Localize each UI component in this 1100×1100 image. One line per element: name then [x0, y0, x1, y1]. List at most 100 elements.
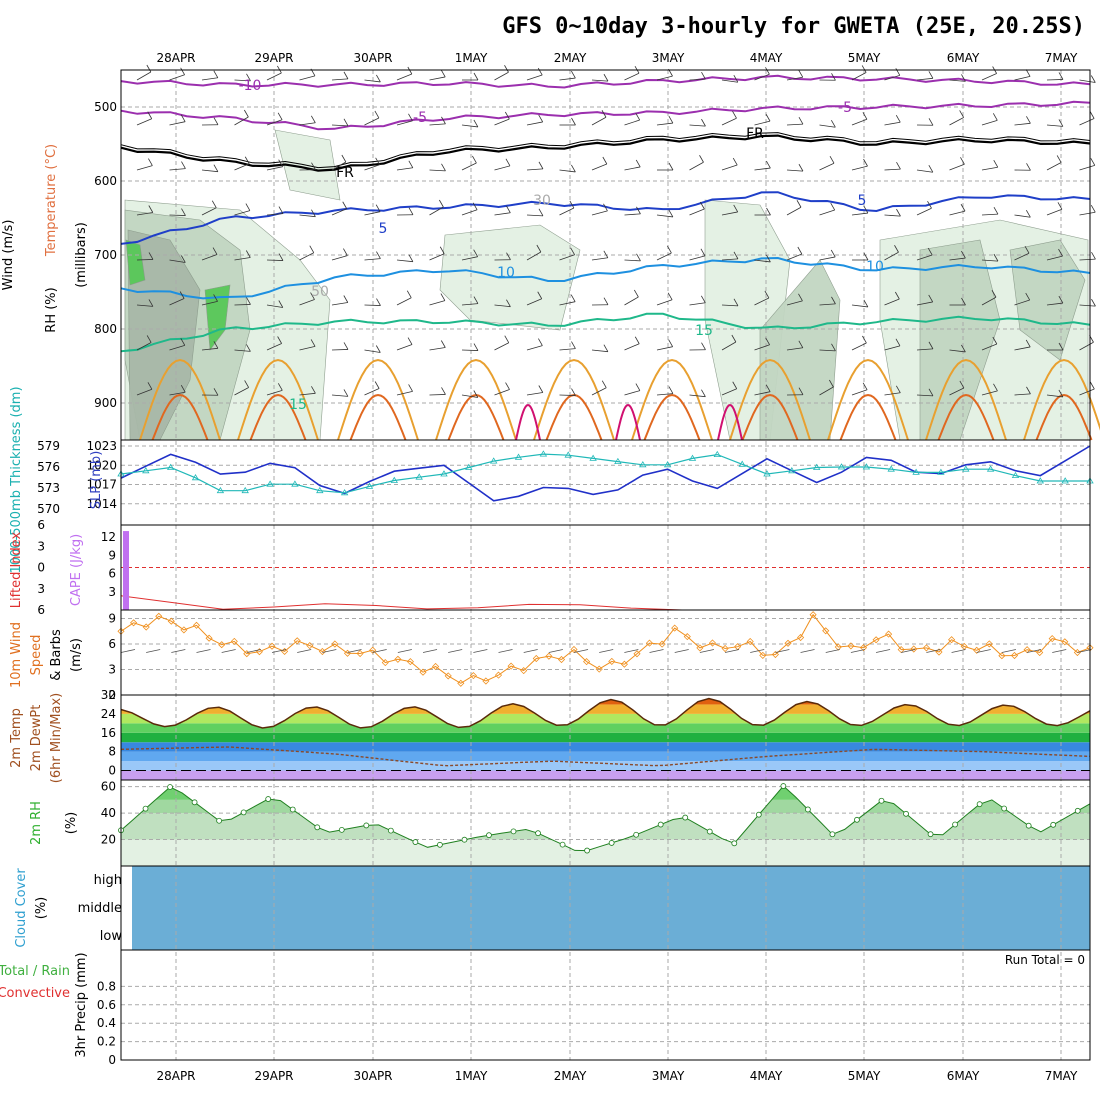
slp-tick-label: 1017 [86, 478, 117, 492]
temp-tick-label: 0 [108, 764, 116, 778]
wind-speed-marker [885, 630, 893, 638]
wind-barb [916, 77, 933, 81]
wind-barb [624, 72, 640, 81]
wind-barb [1014, 252, 1030, 261]
wind-speed-marker [809, 611, 817, 619]
wind-barb-flag [147, 382, 153, 390]
wind-barb-flag [634, 289, 639, 298]
wind-barb [591, 387, 607, 396]
thickness-marker [1061, 477, 1069, 484]
slp-tick-label: 1020 [86, 458, 117, 472]
wind-barb-flag [863, 205, 869, 214]
wind-barb-flag [765, 384, 771, 392]
thickness-marker [489, 457, 498, 464]
date-label-bottom: 29APR [254, 1069, 293, 1083]
rh-marker [706, 828, 713, 835]
wind-barb-flag [603, 73, 609, 82]
temp-tick-label: 32 [101, 688, 116, 702]
wind-barb-flag [635, 112, 641, 121]
wind-barb [136, 259, 154, 261]
rh-tick-label: 40 [101, 806, 116, 820]
surface-wind-barb [699, 649, 714, 653]
surface-wind-barb [875, 649, 891, 653]
date-label-top: 1MAY [455, 51, 488, 65]
wind-barb-flag [181, 208, 186, 216]
wind-barb [786, 253, 802, 261]
wind-barb [656, 75, 673, 81]
wind-barb [331, 208, 347, 216]
wind-barb [754, 297, 770, 306]
wind-barb-flag [213, 341, 219, 349]
wind-barb [169, 121, 186, 126]
thickness-marker [962, 465, 970, 472]
temp-band [121, 761, 1090, 771]
rh-region [919, 239, 1001, 441]
wind-barb-flag [570, 294, 576, 302]
contour-label: FR [746, 126, 764, 142]
wind-barb-flag [343, 118, 349, 127]
wind-barb-flag [408, 207, 414, 215]
isotherm-line [120, 100, 1091, 131]
wind-barb-flag [1025, 69, 1031, 77]
wind-barb-flag [473, 119, 479, 128]
surface-wind-barb [775, 649, 790, 653]
wind-tick-label: 9 [108, 612, 116, 626]
wind-speed-marker [847, 642, 855, 650]
pressure-tick-label: 500 [94, 100, 117, 114]
wind-barb [819, 303, 836, 306]
wind-barb-flag [505, 158, 511, 167]
wind-barb [721, 258, 738, 261]
contour-label: 30 [533, 193, 551, 209]
axis-label-cloud-units: (%) [34, 897, 49, 920]
wind-barb-flag [506, 299, 511, 307]
surface-wind-barb [221, 649, 236, 653]
wind-barb-flag [733, 75, 739, 83]
wind-speed-marker [708, 639, 717, 647]
temp-tick-label: 24 [101, 707, 116, 721]
rh-marker [1001, 805, 1008, 812]
rh-marker [486, 832, 492, 839]
wind-barb-flag [764, 290, 770, 299]
wind-barb-flag [927, 201, 932, 209]
li-tick-label: 3 [37, 582, 45, 596]
isotherm-arch [925, 358, 1007, 441]
wind-barb [429, 300, 445, 306]
wind-barb-flag [798, 293, 803, 302]
wind-barb [331, 349, 349, 351]
wind-barb [299, 214, 316, 218]
wind-barb [851, 304, 868, 308]
wind-barb-flag [148, 252, 154, 260]
surface-wind-barb [624, 649, 639, 653]
wind-barb [559, 254, 575, 261]
isotherm-line [120, 256, 1091, 300]
wind-barb [884, 392, 901, 396]
rh-marker [755, 811, 762, 818]
wind-barb [1046, 394, 1063, 398]
wind-barb-flag [895, 68, 901, 76]
wind-barb-flag [408, 160, 414, 168]
wind-speed-marker [973, 646, 981, 654]
wind-barb-flag [406, 290, 412, 298]
wind-barb [494, 212, 511, 216]
lifted-index-line [120, 595, 1090, 611]
wind-barb-flag [504, 65, 509, 73]
wind-barb [851, 72, 867, 81]
thickness-tick-label: 573 [37, 481, 60, 495]
wind-speed-marker [457, 679, 465, 687]
wind-speed-marker [192, 621, 201, 629]
wind-barb-flag [732, 381, 738, 389]
wind-barb [721, 79, 738, 83]
wind-barb-flag [993, 160, 999, 168]
wind-barb-flag [896, 208, 901, 217]
wind-barb [494, 118, 510, 126]
wind-barb [169, 344, 185, 351]
pressure-tick-label: 700 [94, 248, 117, 262]
wind-barb-flag [473, 72, 479, 81]
wind-barb [656, 393, 673, 396]
isotherm-arch [937, 393, 995, 441]
wind-barb-flag [538, 161, 544, 170]
wind-barb-flag [1091, 251, 1096, 260]
wind-barb [494, 389, 510, 396]
wind-barb [786, 76, 803, 81]
wind-barb [266, 166, 283, 171]
